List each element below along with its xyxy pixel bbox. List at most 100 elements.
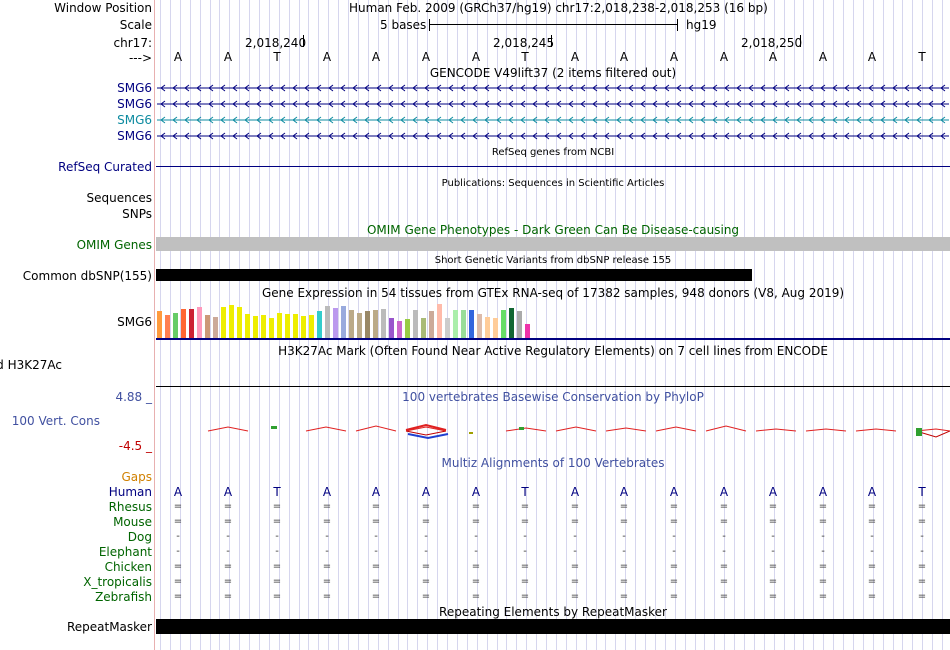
publications-snps-label[interactable]: SNPs <box>122 207 152 221</box>
grid-line <box>219 0 220 650</box>
scale-bar-right-tick <box>677 19 678 31</box>
refseq-track-label[interactable]: RefSeq Curated <box>58 160 152 174</box>
gencode-gene-label-2[interactable]: SMG6 <box>117 97 152 111</box>
omim-track-label[interactable]: OMIM Genes <box>76 238 152 252</box>
alignment-cell: = <box>570 591 580 602</box>
gtex-tissue-bar[interactable] <box>429 311 434 338</box>
gtex-tissue-bar[interactable] <box>461 310 466 338</box>
species-label-rhesus[interactable]: Rhesus <box>108 500 152 514</box>
gtex-tissue-bar[interactable] <box>333 308 338 338</box>
omim-track-title[interactable]: OMIM Gene Phenotypes - Dark Green Can Be… <box>366 223 740 237</box>
gencode-transcript-4[interactable] <box>157 131 949 141</box>
gtex-tissue-bar[interactable] <box>525 324 530 338</box>
gencode-transcript-3[interactable] <box>157 115 949 125</box>
gencode-track-title[interactable]: GENCODE V49lift37 (2 items filtered out) <box>429 66 677 80</box>
gtex-tissue-bar[interactable] <box>405 319 410 338</box>
gtex-tissue-bar[interactable] <box>269 318 274 338</box>
gtex-tissue-bar[interactable] <box>421 318 426 338</box>
species-label-mouse[interactable]: Mouse <box>113 515 152 529</box>
gtex-track-title[interactable]: Gene Expression in 54 tissues from GTEx … <box>261 286 845 300</box>
alignment-cell: = <box>570 516 580 527</box>
gtex-tissue-bar[interactable] <box>157 311 162 338</box>
phylop-signal[interactable] <box>156 418 950 444</box>
gencode-gene-label-4[interactable]: SMG6 <box>117 129 152 143</box>
gtex-tissue-bar[interactable] <box>237 307 242 338</box>
gtex-tissue-bar[interactable] <box>485 317 490 338</box>
species-label-zebrafish[interactable]: Zebrafish <box>95 590 152 604</box>
repeatmasker-track-title[interactable]: Repeating Elements by RepeatMasker <box>439 605 667 619</box>
refseq-track-title[interactable]: RefSeq genes from NCBI <box>491 147 615 158</box>
alignment-cell: A <box>223 485 233 499</box>
publications-track-title[interactable]: Publications: Sequences in Scientific Ar… <box>441 178 665 189</box>
gtex-tissue-bar[interactable] <box>477 314 482 338</box>
species-label-human[interactable]: Human <box>108 485 152 499</box>
gtex-tissue-bar[interactable] <box>181 309 186 338</box>
gtex-tissue-bar[interactable] <box>293 314 298 338</box>
omim-feature-bar[interactable] <box>156 237 950 251</box>
alignment-cell: = <box>768 591 778 602</box>
alignment-cell: - <box>920 546 924 557</box>
gtex-tissue-bar[interactable] <box>189 309 194 338</box>
gtex-tissue-bar[interactable] <box>469 310 474 338</box>
phylop-track-title[interactable]: 100 vertebrates Basewise Conservation by… <box>402 390 704 404</box>
alignment-cell: = <box>223 576 233 587</box>
dbsnp-track-title[interactable]: Short Genetic Variants from dbSNP releas… <box>434 255 672 266</box>
gtex-gene-label[interactable]: SMG6 <box>117 315 152 329</box>
gtex-baseline <box>156 338 950 340</box>
refseq-gene-line[interactable] <box>156 166 950 167</box>
gtex-tissue-bar[interactable] <box>413 310 418 338</box>
repeatmasker-feature-bar[interactable] <box>156 619 950 634</box>
gencode-transcript-1[interactable] <box>157 83 949 93</box>
alignment-cell: - <box>722 531 726 542</box>
gtex-tissue-bar[interactable] <box>349 310 354 338</box>
dbsnp-feature-bar[interactable] <box>156 269 752 281</box>
gtex-tissue-bar[interactable] <box>445 318 450 338</box>
gtex-tissue-bar[interactable] <box>309 315 314 338</box>
gtex-tissue-bar[interactable] <box>213 317 218 338</box>
gtex-tissue-bar[interactable] <box>357 313 362 338</box>
gtex-tissue-bar[interactable] <box>517 311 522 338</box>
h3k27ac-track-label[interactable]: Layered H3K27Ac <box>0 358 62 372</box>
publications-sequences-label[interactable]: Sequences <box>86 191 152 205</box>
species-label-x_tropicalis[interactable]: X_tropicalis <box>83 575 152 589</box>
gtex-tissue-bar[interactable] <box>389 318 394 338</box>
gtex-tissue-bar[interactable] <box>493 318 498 338</box>
gtex-tissue-bar[interactable] <box>325 306 330 338</box>
gtex-tissue-bar[interactable] <box>317 311 322 338</box>
gencode-gene-label-1[interactable]: SMG6 <box>117 81 152 95</box>
alignment-cell: = <box>371 561 381 572</box>
gtex-tissue-bar[interactable] <box>501 310 506 338</box>
species-label-dog[interactable]: Dog <box>127 530 152 544</box>
gtex-tissue-bar[interactable] <box>165 315 170 338</box>
gtex-tissue-bar[interactable] <box>397 321 402 338</box>
gtex-tissue-bar[interactable] <box>341 306 346 338</box>
gtex-tissue-bar[interactable] <box>205 315 210 338</box>
gtex-tissue-bar[interactable] <box>285 314 290 338</box>
gtex-tissue-bar[interactable] <box>381 309 386 338</box>
phylop-track-label[interactable]: 100 Vert. Cons <box>11 414 100 428</box>
gencode-gene-label-3[interactable]: SMG6 <box>117 113 152 127</box>
gtex-tissue-bar[interactable] <box>509 308 514 338</box>
gtex-tissue-bar[interactable] <box>253 316 258 338</box>
gtex-tissue-bar[interactable] <box>365 311 370 338</box>
species-label-elephant[interactable]: Elephant <box>98 545 152 559</box>
gtex-tissue-bar[interactable] <box>197 307 202 338</box>
h3k27ac-track-title[interactable]: H3K27Ac Mark (Often Found Near Active Re… <box>278 344 828 358</box>
gtex-tissue-bar[interactable] <box>453 310 458 338</box>
gtex-tissue-bar[interactable] <box>173 313 178 338</box>
gencode-transcript-2[interactable] <box>157 99 949 109</box>
gtex-tissue-bar[interactable] <box>221 307 226 338</box>
gtex-tissue-bar[interactable] <box>373 310 378 338</box>
repeatmasker-track-label[interactable]: RepeatMasker <box>66 620 152 634</box>
phylop-min-value: -4.5 _ <box>118 439 152 453</box>
gtex-tissue-bar[interactable] <box>277 313 282 338</box>
alignment-cell: = <box>272 501 282 512</box>
multiz-track-title[interactable]: Multiz Alignments of 100 Vertebrates <box>441 456 665 470</box>
gtex-tissue-bar[interactable] <box>437 304 442 338</box>
gtex-tissue-bar[interactable] <box>261 315 266 338</box>
gtex-tissue-bar[interactable] <box>229 305 234 338</box>
gtex-tissue-bar[interactable] <box>301 316 306 338</box>
dbsnp-track-label[interactable]: Common dbSNP(155) <box>22 269 152 283</box>
gtex-tissue-bar[interactable] <box>245 314 250 338</box>
species-label-chicken[interactable]: Chicken <box>104 560 152 574</box>
